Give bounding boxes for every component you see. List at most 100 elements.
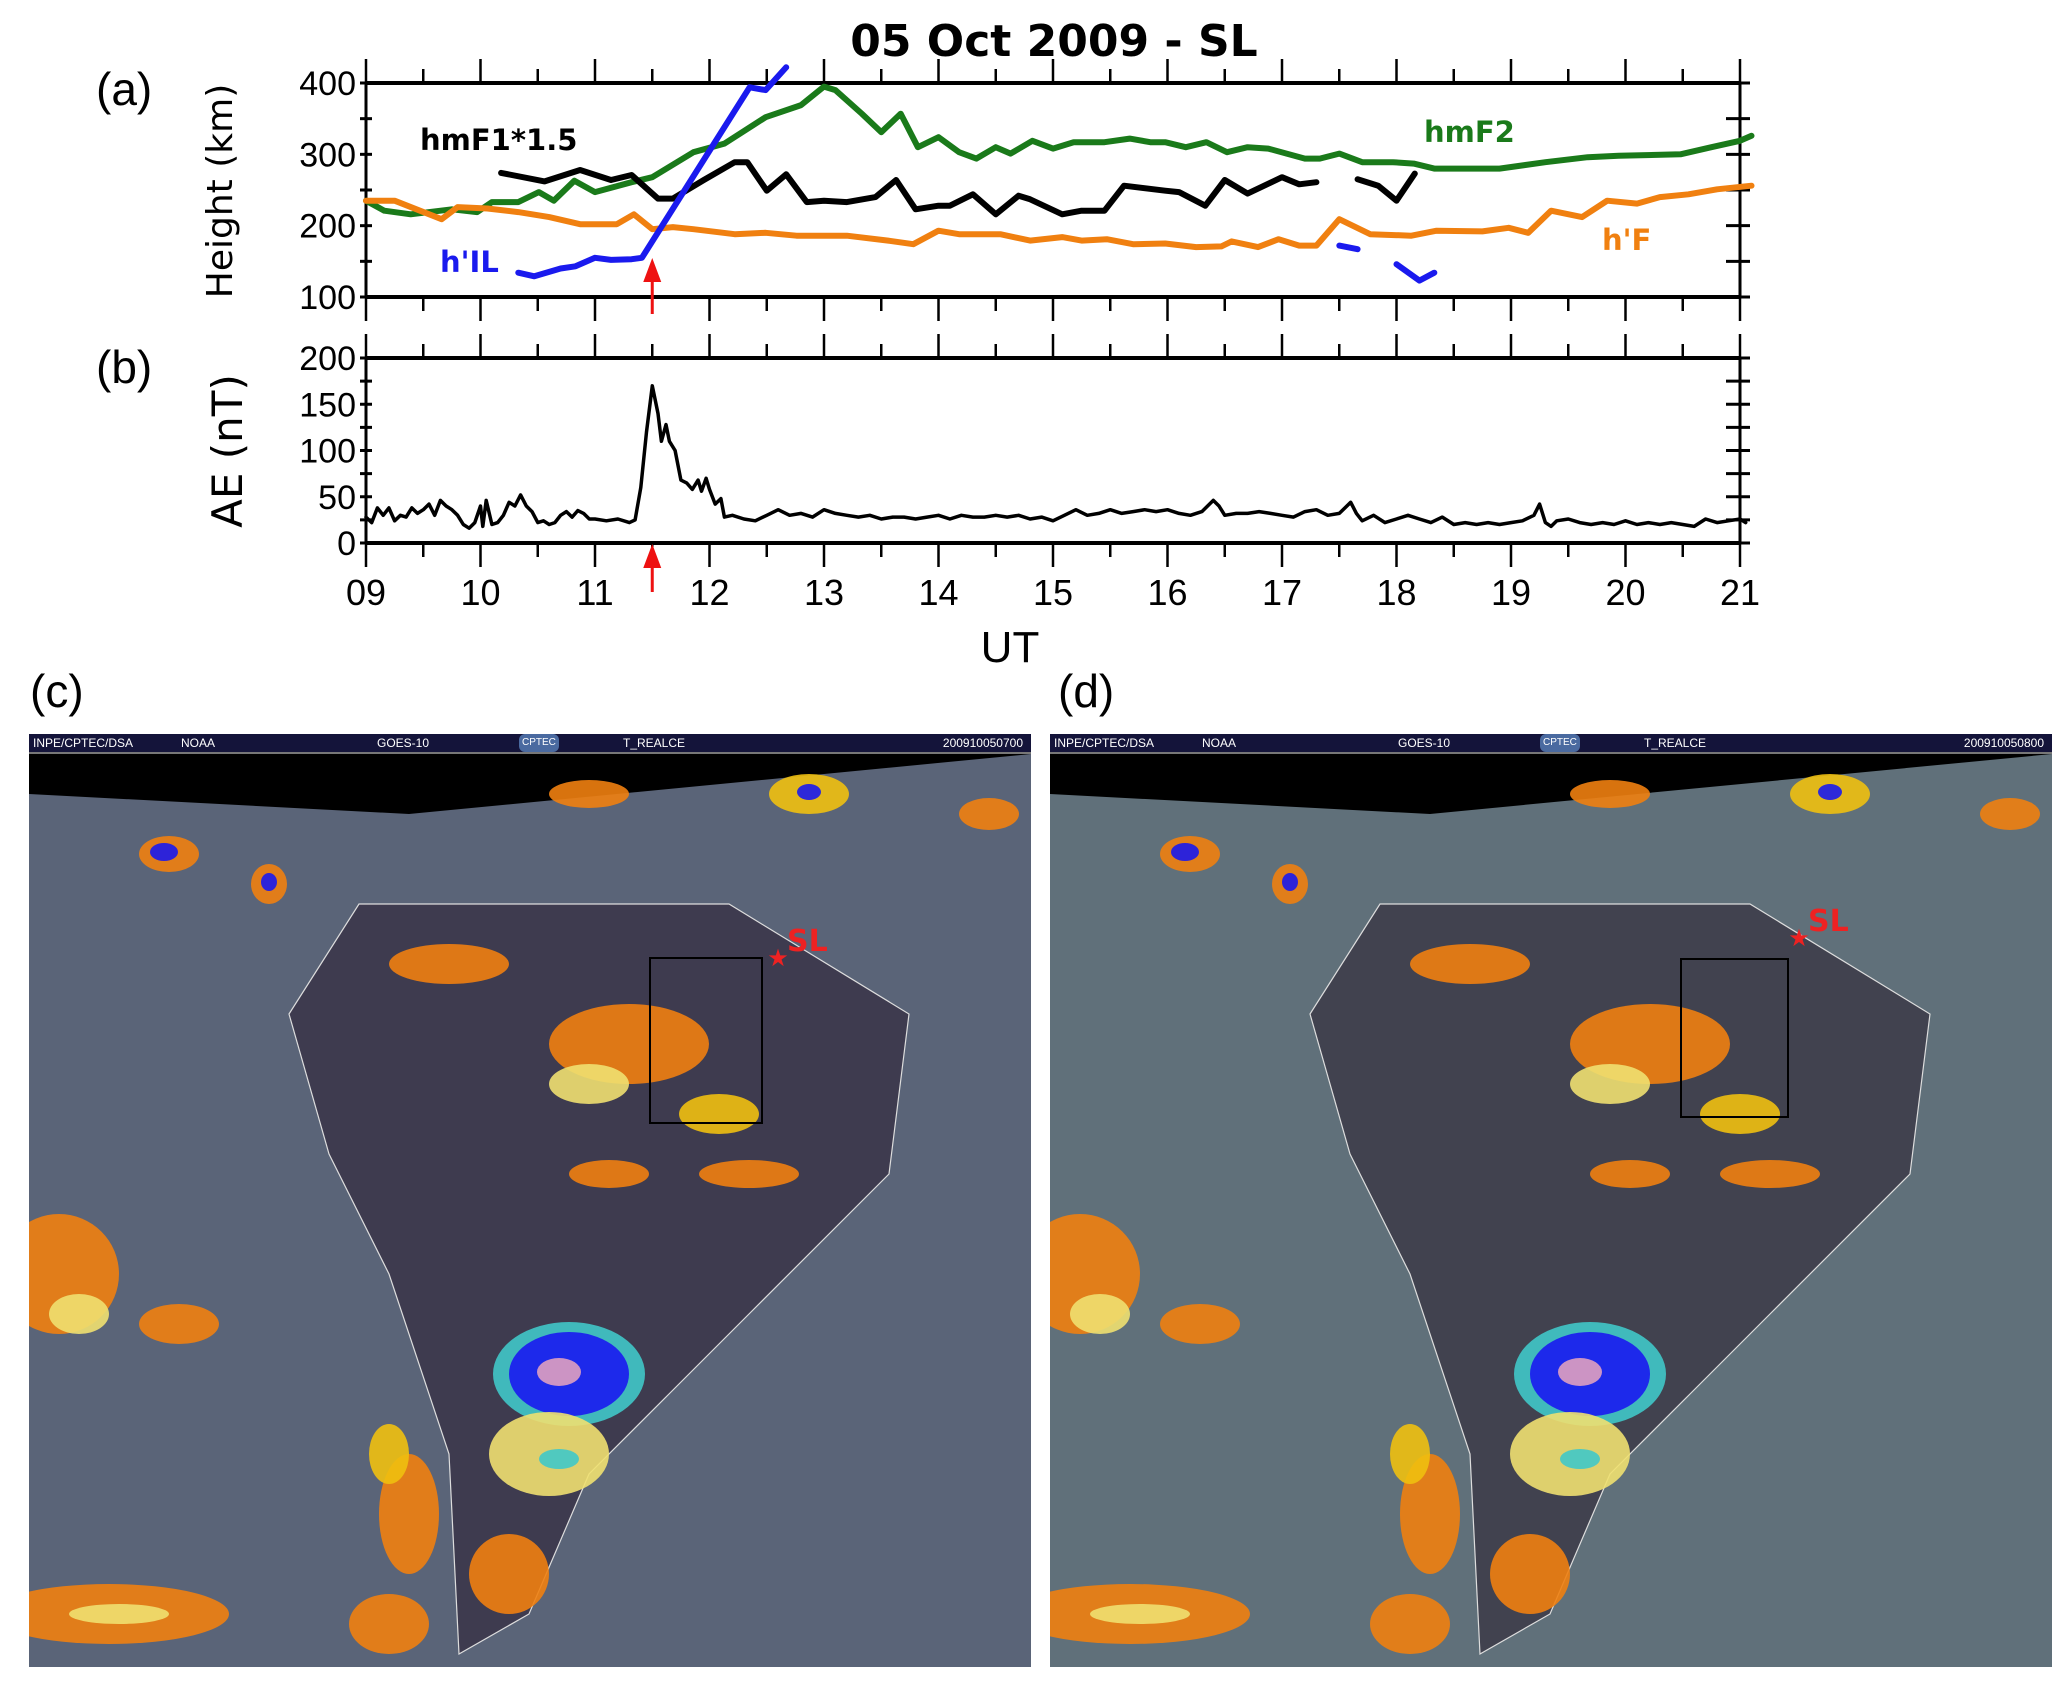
cloud-top [1282,873,1298,891]
y-tick-label: 100 [299,279,356,317]
cloud-top [349,1594,429,1654]
satellite-image-d: INPE/CPTEC/DSA NOAA GOES-10 CPTEC T_REAL… [1050,734,2052,1667]
x-tick-label: 16 [1147,572,1187,613]
cloud-top [1390,1424,1430,1484]
cloud-top [679,1094,759,1134]
cloud-top [1558,1358,1602,1386]
y-tick-label: 0 [337,525,356,563]
cloud-top [537,1358,581,1386]
cloud-top [1090,1604,1190,1624]
header-product: T_REALCE [623,736,686,750]
header-timestamp: 200910050800 [1963,736,2044,750]
cloud-top [389,944,509,984]
x-tick-label: 15 [1033,572,1073,613]
cptec-logo: CPTEC [1540,734,1580,752]
x-tick-label: 12 [689,572,729,613]
header-agency: INPE/CPTEC/DSA [33,736,134,750]
sl-star-icon: ★ [767,944,789,972]
header-product: T_REALCE [1644,736,1707,750]
panel-label-d: (d) [1058,665,1115,717]
cloud-top [469,1534,549,1614]
y-tick-label: 100 [299,433,356,471]
series-line-hmf115 [498,159,1320,218]
time-series-chart: 05 Oct 2009 - SL Height (km) AE (nT) UT … [200,16,1760,672]
cloud-top [1570,780,1650,808]
region-box [649,957,763,1124]
cloud-top [1370,1594,1450,1654]
cloud-top [379,1454,439,1574]
satellite-header: INPE/CPTEC/DSA NOAA GOES-10 CPTEC T_REAL… [29,734,1031,754]
series-line-hmf115 [1354,170,1418,204]
sl-marker-label: SL [787,924,828,959]
cloud-top [1818,784,1842,800]
cloud-top [1070,1294,1130,1334]
cptec-logo: CPTEC [519,734,559,752]
x-tick-label: 09 [346,572,386,613]
satellite-header: INPE/CPTEC/DSA NOAA GOES-10 CPTEC T_REAL… [1050,734,2052,754]
y-tick-label: 300 [299,136,356,174]
xlabel-ut: UT [981,623,1040,672]
y-tick-label: 50 [318,479,356,517]
cloud-top [69,1604,169,1624]
sl-marker-label: SL [1808,904,1849,939]
panel-label-c: (c) [30,665,84,717]
panel-label-b: (b) [96,341,153,393]
cloud-top [549,780,629,808]
cloud-top [1171,843,1199,861]
cloud-top [539,1449,579,1469]
region-box [1680,958,1789,1118]
x-tick-label: 11 [576,572,613,613]
cloud-top [139,1304,219,1344]
cloud-top [549,1064,629,1104]
space-edge [1050,754,2052,814]
x-tick-label: 14 [918,572,958,613]
south-america-land [289,904,909,1654]
series-line-hil [1393,261,1438,284]
x-tick-label: 18 [1376,572,1416,613]
series-line-hmf2 [363,83,1755,218]
cloud-top [1160,1304,1240,1344]
header-agency: INPE/CPTEC/DSA [1054,736,1155,750]
cloud-top [261,873,277,891]
header-timestamp: 200910050700 [942,736,1023,750]
cloud-top [1490,1534,1570,1614]
x-tick-label: 13 [804,572,844,613]
x-tick-label: 19 [1491,572,1531,613]
x-tick-label: 20 [1605,572,1645,613]
coastline [288,903,910,1656]
figure-title: 05 Oct 2009 - SL [850,16,1257,67]
cloud-top [1980,798,2040,830]
header-source: NOAA [181,736,216,750]
cloud-top [797,784,821,800]
header-satellite: GOES-10 [1398,736,1451,750]
y-tick-label: 400 [299,65,356,103]
x-tick-label: 21 [1720,572,1760,613]
cloud-top [699,1160,799,1188]
header-source: NOAA [1202,736,1237,750]
cloud-top [1570,1064,1650,1104]
south-america-land [1310,904,1930,1654]
panel-label-a: (a) [96,63,153,115]
cloud-top [1410,944,1530,984]
cloud-map: ★ [29,754,1031,1667]
series-line-hf [363,182,1755,251]
ylabel-ae: AE (nT) [203,374,252,528]
header-satellite: GOES-10 [377,736,430,750]
event-arrow-head [643,258,662,282]
sl-star-icon: ★ [1788,924,1810,952]
label-hil: h'IL [440,245,499,279]
cloud-top [1700,1094,1780,1134]
label-hf: h'F [1602,223,1651,257]
cloud-top [569,1160,649,1188]
satellite-image-c: INPE/CPTEC/DSA NOAA GOES-10 CPTEC T_REAL… [29,734,1031,1667]
cloud-top [369,1424,409,1484]
cloud-top [1400,1454,1460,1574]
space-edge [29,754,1031,814]
label-hmf1: hmF1*1.5 [420,123,577,157]
series-line-ae [364,384,1748,530]
cloud-top [1720,1160,1820,1188]
ylabel-height: Height (km) [200,84,241,298]
cloud-map: ★ [1050,754,2052,1667]
cloud-top [1560,1449,1600,1469]
series-line-hil [515,64,790,280]
